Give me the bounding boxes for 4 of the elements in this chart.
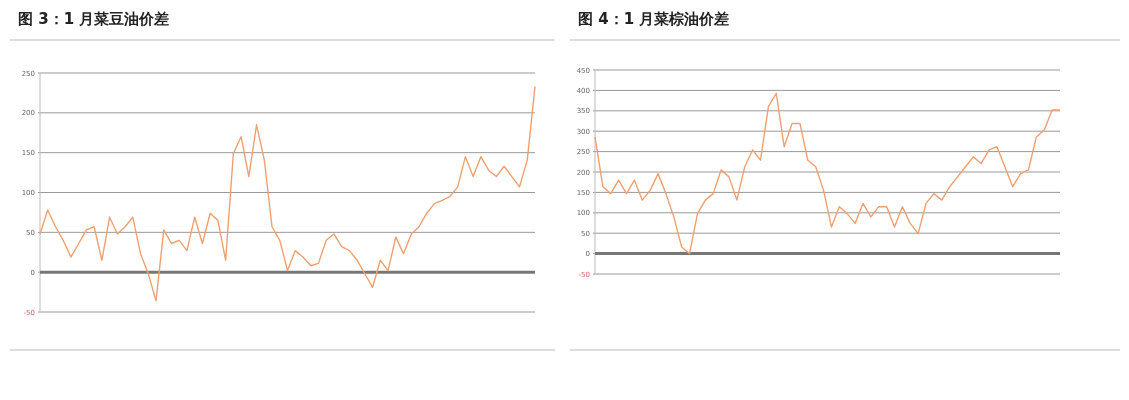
chart-title: 图 3：1 月菜豆油价差 [18, 10, 170, 28]
chart-title: 图 4：1 月菜棕油价差 [578, 10, 730, 28]
line-series [39, 85, 536, 302]
line-series [594, 92, 1061, 255]
